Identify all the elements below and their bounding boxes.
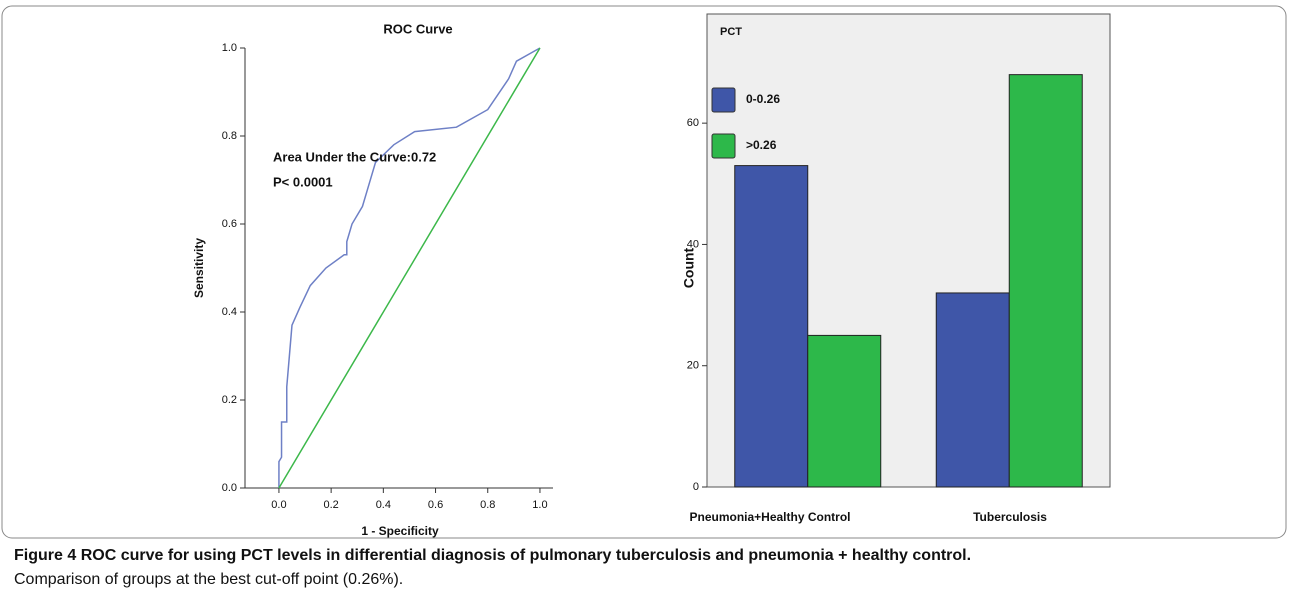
- x-tick-label: 0.0: [271, 499, 286, 511]
- y-tick-label: 0: [693, 481, 699, 493]
- y-tick-label: 0.0: [222, 482, 237, 494]
- y-tick-label: 60: [687, 117, 699, 129]
- bar: [734, 165, 809, 488]
- x-tick-label: Pneumonia+Healthy Control: [689, 510, 850, 524]
- legend-swatch: [711, 133, 736, 159]
- y-tick-label: 1.0: [222, 42, 237, 54]
- x-tick-label: 0.6: [428, 499, 443, 511]
- legend-label: >0.26: [746, 138, 777, 152]
- caption-text: Comparison of groups at the best cut-off…: [14, 571, 403, 588]
- y-tick-label: 0.6: [222, 218, 237, 230]
- x-tick-label: 1.0: [532, 499, 547, 511]
- x-axis-label: 1 - Specificity: [361, 524, 439, 538]
- x-tick-label: 0.8: [480, 499, 495, 511]
- x-tick-label: 0.4: [376, 499, 391, 511]
- legend-swatch: [711, 87, 736, 113]
- bar: [807, 334, 882, 488]
- bar: [1008, 74, 1083, 488]
- legend-title: PCT: [720, 26, 742, 38]
- legend-label: 0-0.26: [746, 92, 780, 106]
- y-axis-label: Sensitivity: [192, 238, 206, 298]
- line: [278, 47, 541, 488]
- y-axis-label: Count: [681, 247, 697, 288]
- x-tick-label: 0.2: [323, 499, 338, 511]
- annotation: Area Under the Curve:0.72: [273, 149, 436, 164]
- y-tick-label: 0.8: [222, 130, 237, 142]
- y-tick-label: 0.4: [222, 306, 237, 318]
- caption-title: ROC curve for using PCT levels in differ…: [81, 547, 971, 564]
- frame: [1, 5, 1287, 539]
- bar: [935, 292, 1010, 488]
- line: [278, 47, 541, 489]
- caption-heading: Figure 4 ROC curve for using PCT levels …: [14, 547, 971, 564]
- caption-label: Figure 4: [14, 547, 76, 564]
- x-tick-label: Tuberculosis: [973, 510, 1047, 524]
- chart-title: ROC Curve: [383, 21, 452, 36]
- y-tick-label: 20: [687, 360, 699, 372]
- annotation: P< 0.0001: [273, 174, 333, 189]
- y-tick-label: 40: [687, 238, 699, 250]
- y-tick-label: 0.2: [222, 394, 237, 406]
